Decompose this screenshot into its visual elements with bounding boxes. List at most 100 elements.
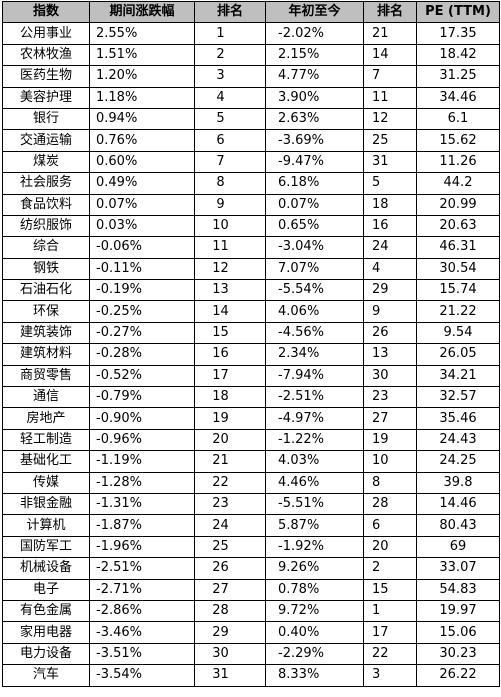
period-rank-cell: 27 bbox=[194, 578, 266, 601]
ytd-change-cell: -4.56% bbox=[265, 321, 364, 345]
period-change-cell: -1.96% bbox=[89, 535, 195, 559]
industry-name-cell: 建筑材料 bbox=[2, 343, 90, 366]
period-rank-cell: 4 bbox=[194, 86, 266, 109]
ytd-rank-cell: 17 bbox=[363, 621, 417, 644]
table-row: 食品饮料 0.07% 9 0.07% 18 20.99 bbox=[2, 193, 500, 216]
ytd-change-cell: -9.47% bbox=[265, 150, 364, 174]
period-change-cell: -2.86% bbox=[89, 599, 195, 623]
ytd-rank-cell: 28 bbox=[363, 492, 417, 516]
pe-ttm-cell: 35.46 bbox=[416, 407, 500, 430]
header-row: 指数 期间涨跌幅 排名 年初至今 排名 PE (TTM) bbox=[2, 0, 500, 24]
pe-ttm-cell: 11.26 bbox=[416, 150, 500, 174]
ytd-rank-cell: 30 bbox=[363, 364, 417, 388]
industry-performance-table: 指数 期间涨跌幅 排名 年初至今 排名 PE (TTM) 公用事业 2.55% 1-… bbox=[2, 0, 500, 687]
pe-ttm-cell: 17.35 bbox=[416, 22, 500, 45]
pe-ttm-cell: 20.63 bbox=[416, 214, 500, 238]
ytd-change-cell: -3.69% bbox=[265, 129, 364, 152]
ytd-rank-cell: 19 bbox=[363, 428, 417, 452]
ytd-rank-cell: 6 bbox=[363, 514, 417, 537]
pe-ttm-cell: 69 bbox=[416, 535, 500, 559]
ytd-rank-cell: 31 bbox=[363, 150, 417, 174]
period-rank-cell: 17 bbox=[194, 364, 266, 388]
table-row: 建筑装饰 -0.27% 15 -4.56% 26 9.54 bbox=[2, 321, 500, 345]
period-change-cell: -0.06% bbox=[89, 236, 195, 259]
period-rank-cell: 26 bbox=[194, 557, 266, 580]
industry-name-cell: 基础化工 bbox=[2, 450, 90, 473]
header-pe-ttm: PE (TTM) bbox=[416, 0, 500, 24]
industry-name-cell: 环保 bbox=[2, 300, 90, 323]
pe-ttm-cell: 9.54 bbox=[416, 321, 500, 345]
pe-ttm-cell: 32.57 bbox=[416, 386, 500, 409]
table-row: 综合 -0.06% 11 -3.04% 24 46.31 bbox=[2, 236, 500, 259]
period-rank-cell: 2 bbox=[194, 43, 266, 67]
period-change-cell: -1.19% bbox=[89, 450, 195, 473]
table-row: 商贸零售 -0.52% 17 -7.94% 30 34.21 bbox=[2, 364, 500, 388]
ytd-change-cell: 9.26% bbox=[265, 557, 364, 580]
ytd-change-cell: 4.77% bbox=[265, 65, 364, 88]
ytd-change-cell: 0.78% bbox=[265, 578, 364, 601]
period-rank-cell: 11 bbox=[194, 236, 266, 259]
period-rank-cell: 8 bbox=[194, 172, 266, 195]
industry-name-cell: 农林牧渔 bbox=[2, 43, 90, 67]
ytd-change-cell: -5.51% bbox=[265, 492, 364, 516]
ytd-rank-cell: 25 bbox=[363, 129, 417, 152]
ytd-change-cell: 0.07% bbox=[265, 193, 364, 216]
pe-ttm-cell: 24.43 bbox=[416, 428, 500, 452]
pe-ttm-cell: 20.99 bbox=[416, 193, 500, 216]
period-rank-cell: 18 bbox=[194, 386, 266, 409]
pe-ttm-cell: 15.74 bbox=[416, 279, 500, 302]
period-rank-cell: 15 bbox=[194, 321, 266, 345]
period-rank-cell: 7 bbox=[194, 150, 266, 174]
period-change-cell: 0.03% bbox=[89, 214, 195, 238]
table-row: 非银金融 -1.31% 23 -5.51% 28 14.46 bbox=[2, 492, 500, 516]
ytd-rank-cell: 24 bbox=[363, 236, 417, 259]
industry-name-cell: 家用电器 bbox=[2, 621, 90, 644]
table-row: 国防军工 -1.96% 25 -1.92% 20 69 bbox=[2, 535, 500, 559]
ytd-change-cell: 2.34% bbox=[265, 343, 364, 366]
pe-ttm-cell: 34.21 bbox=[416, 364, 500, 388]
header-index: 指数 bbox=[2, 0, 90, 24]
ytd-change-cell: -3.04% bbox=[265, 236, 364, 259]
ytd-rank-cell: 16 bbox=[363, 214, 417, 238]
header-ytd-rank: 排名 bbox=[363, 0, 417, 24]
ytd-change-cell: -5.54% bbox=[265, 279, 364, 302]
industry-name-cell: 国防军工 bbox=[2, 535, 90, 559]
ytd-change-cell: -2.29% bbox=[265, 642, 364, 666]
period-change-cell: -1.31% bbox=[89, 492, 195, 516]
period-rank-cell: 13 bbox=[194, 279, 266, 302]
industry-name-cell: 社会服务 bbox=[2, 172, 90, 195]
ytd-change-cell: 4.03% bbox=[265, 450, 364, 473]
industry-name-cell: 综合 bbox=[2, 236, 90, 259]
period-rank-cell: 24 bbox=[194, 514, 266, 537]
ytd-rank-cell: 7 bbox=[363, 65, 417, 88]
period-rank-cell: 23 bbox=[194, 492, 266, 516]
pe-ttm-cell: 34.46 bbox=[416, 86, 500, 109]
table-row: 环保 -0.25% 14 4.06% 9 21.22 bbox=[2, 300, 500, 323]
period-change-cell: -3.46% bbox=[89, 621, 195, 644]
table-row: 钢铁 -0.11% 12 7.07% 4 30.54 bbox=[2, 257, 500, 281]
period-rank-cell: 22 bbox=[194, 471, 266, 494]
ytd-change-cell: -1.22% bbox=[265, 428, 364, 452]
ytd-change-cell: 5.87% bbox=[265, 514, 364, 537]
table-row: 汽车 -3.54% 31 8.33% 3 26.22 bbox=[2, 664, 500, 687]
industry-name-cell: 机械设备 bbox=[2, 557, 90, 580]
pe-ttm-cell: 54.83 bbox=[416, 578, 500, 601]
table-row: 通信 -0.79% 18 -2.51% 23 32.57 bbox=[2, 386, 500, 409]
ytd-change-cell: 9.72% bbox=[265, 599, 364, 623]
period-rank-cell: 9 bbox=[194, 193, 266, 216]
ytd-rank-cell: 22 bbox=[363, 642, 417, 666]
ytd-change-cell: -1.92% bbox=[265, 535, 364, 559]
pe-ttm-cell: 21.22 bbox=[416, 300, 500, 323]
ytd-change-cell: 6.18% bbox=[265, 172, 364, 195]
industry-name-cell: 建筑装饰 bbox=[2, 321, 90, 345]
table-row: 轻工制造 -0.96% 20 -1.22% 19 24.43 bbox=[2, 428, 500, 452]
period-rank-cell: 21 bbox=[194, 450, 266, 473]
ytd-rank-cell: 9 bbox=[363, 300, 417, 323]
industry-name-cell: 通信 bbox=[2, 386, 90, 409]
header-ytd: 年初至今 bbox=[265, 0, 364, 24]
period-change-cell: 0.60% bbox=[89, 150, 195, 174]
period-rank-cell: 31 bbox=[194, 664, 266, 687]
table-row: 电子 -2.71% 27 0.78% 15 54.83 bbox=[2, 578, 500, 601]
ytd-rank-cell: 12 bbox=[363, 107, 417, 131]
table-body: 公用事业 2.55% 1 -2.02% 21 17.35 农林牧渔 1.51% 2 2.15% 14… bbox=[2, 22, 500, 687]
